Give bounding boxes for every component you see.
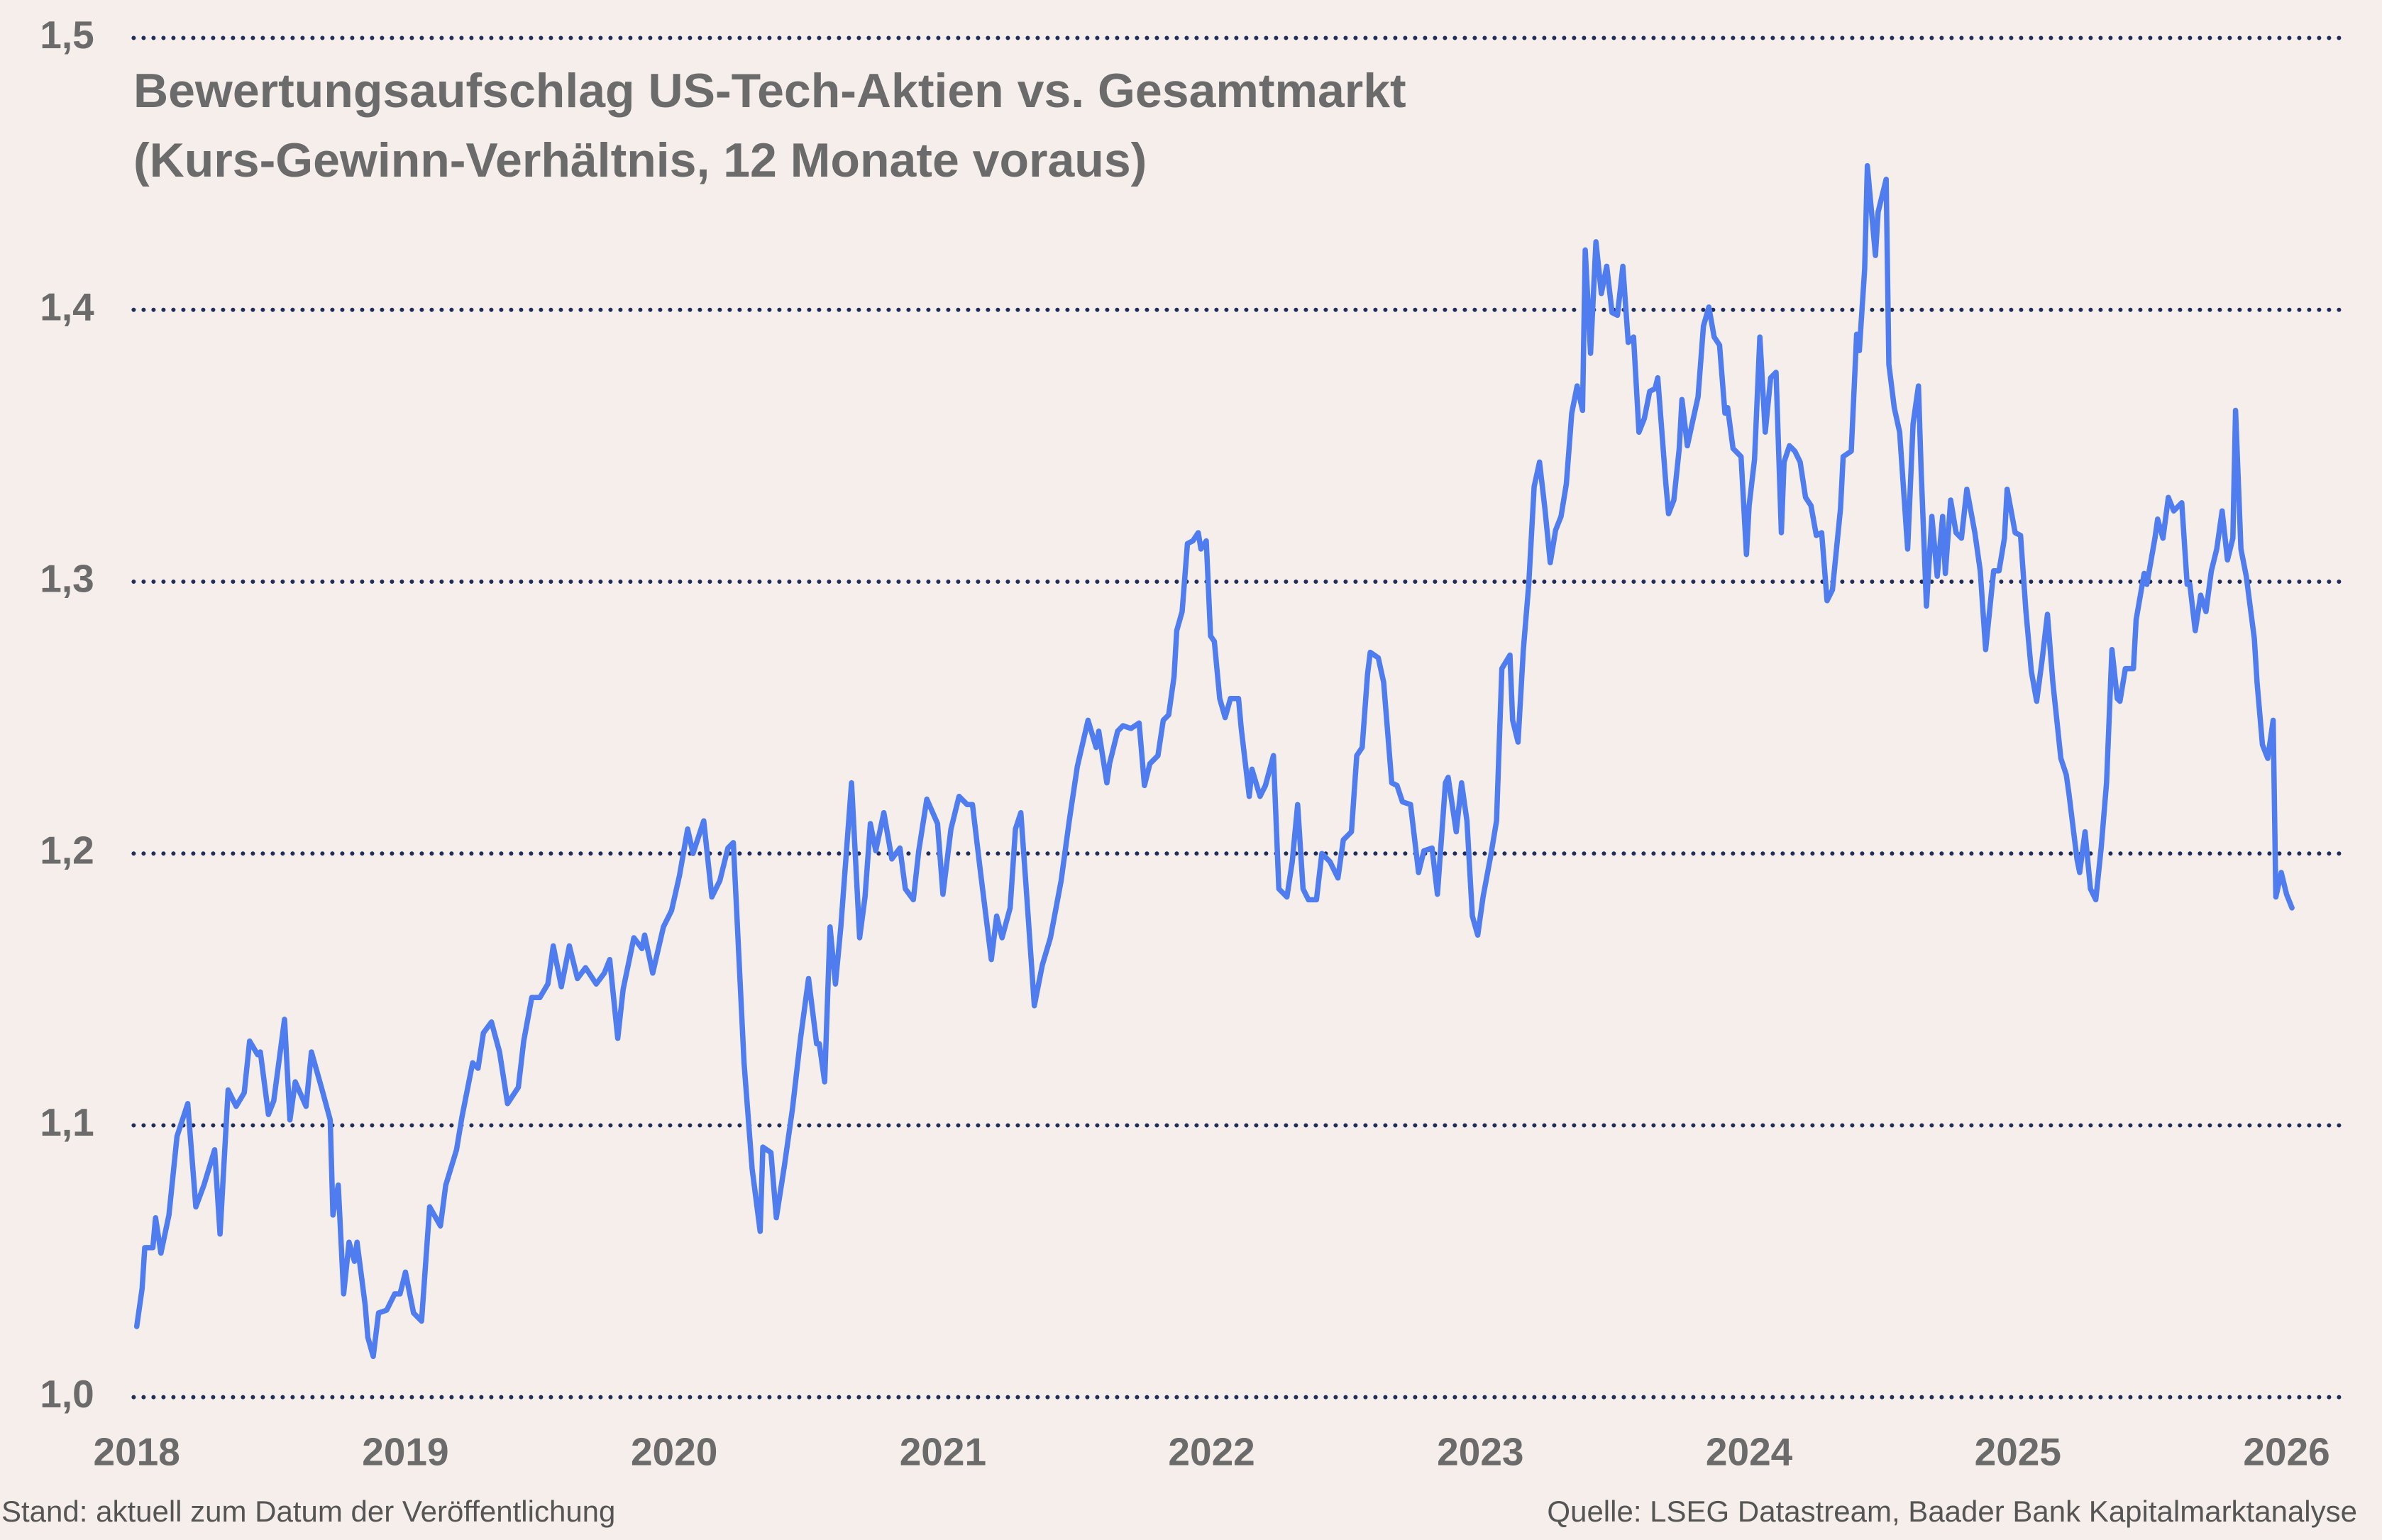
x-tick-label: 2023 [1437, 1430, 1523, 1474]
x-tick-label: 2019 [362, 1430, 448, 1474]
x-tick-label: 2021 [900, 1430, 986, 1474]
footnote: Stand: aktuell zum Datum der Veröffentli… [1, 1495, 615, 1528]
data-line [133, 162, 2295, 1359]
chart-subtitle: (Kurs-Gewinn-Verhältnis, 12 Monate vorau… [133, 133, 1147, 187]
y-tick-label: 1,5 [40, 13, 94, 57]
chart-title: Bewertungsaufschlag US-Tech-Aktien vs. G… [133, 64, 1406, 118]
y-tick-label: 1,3 [40, 557, 94, 601]
x-tick-label: 2026 [2243, 1430, 2329, 1474]
x-tick-label: 2022 [1168, 1430, 1255, 1474]
y-tick-label: 1,2 [40, 829, 94, 873]
x-tick-label: 2020 [631, 1430, 717, 1474]
x-tick-label: 2018 [94, 1430, 180, 1474]
source: Quelle: LSEG Datastream, Baader Bank Kap… [1547, 1495, 2357, 1528]
y-tick-label: 1,0 [40, 1372, 94, 1416]
x-tick-label: 2025 [1975, 1430, 2061, 1474]
y-tick-label: 1,1 [40, 1100, 94, 1144]
y-tick-label: 1,4 [40, 284, 94, 328]
x-tick-label: 2024 [1706, 1430, 1793, 1474]
